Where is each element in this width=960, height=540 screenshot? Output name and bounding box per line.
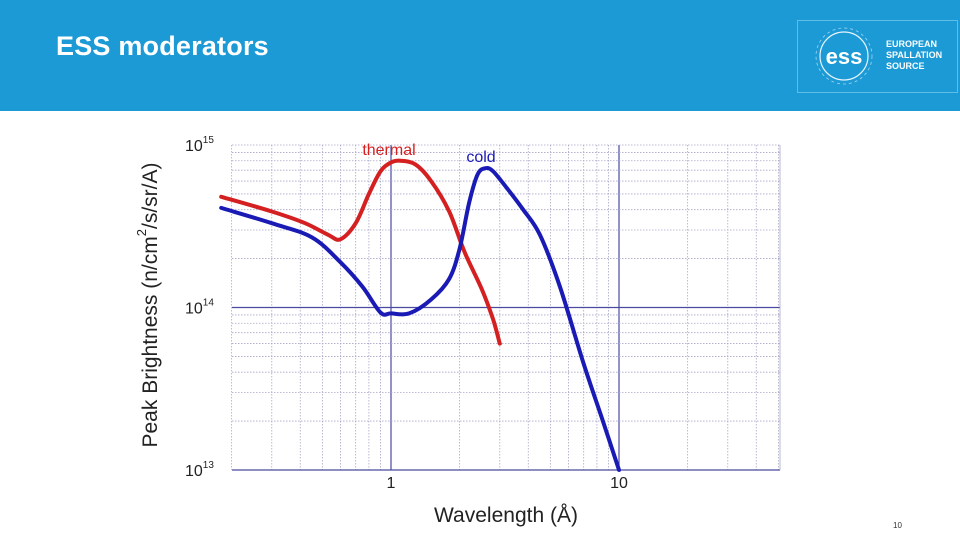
y-axis-label-post: /s/sr/A) [139, 163, 162, 230]
y-tick-base: 10 [185, 301, 203, 318]
x-tick-label: 10 [610, 475, 628, 492]
slide-header: ESS moderators ess EUROPEAN SPALLATION S… [0, 0, 960, 111]
logo-line: SPALLATION [886, 50, 943, 60]
ess-logo-text: EUROPEAN SPALLATION SOURCE [886, 39, 942, 72]
ess-logo: ess EUROPEAN SPALLATION SOURCE [797, 20, 958, 93]
y-tick-exponent: 13 [203, 460, 215, 471]
slide-title: ESS moderators [56, 31, 269, 61]
y-tick-label: 1013 [185, 460, 214, 480]
ess-logo-mark: ess [815, 27, 873, 85]
y-axis-label: Peak Brightness (n/cm2/s/sr/A) [134, 163, 161, 448]
x-tick-labels: 1 10 [387, 475, 628, 492]
logo-line: SOURCE [886, 61, 925, 71]
y-axis-label-pre: Peak Brightness (n/cm [139, 236, 162, 447]
chart-grid [231, 144, 781, 471]
ess-logo-wordmark: ess [826, 44, 863, 69]
y-tick-exponent: 15 [203, 135, 215, 146]
y-tick-base: 10 [185, 463, 203, 480]
page-number: 10 [893, 521, 902, 530]
annotation-cold: cold [466, 149, 495, 166]
annotation-thermal: thermal [362, 142, 415, 159]
y-axis-label-sup: 2 [134, 229, 149, 236]
y-tick-base: 10 [185, 138, 203, 155]
chart-series [219, 158, 621, 472]
x-axis-label: Wavelength (Å) [434, 504, 578, 527]
series-line-thermal [219, 158, 502, 346]
x-tick-label: 1 [387, 475, 396, 492]
y-tick-label: 1014 [185, 298, 214, 318]
y-tick-exponent: 14 [203, 298, 215, 309]
series-line-cold [219, 166, 621, 472]
logo-line: EUROPEAN [886, 39, 938, 49]
y-tick-label: 1015 [185, 135, 214, 155]
